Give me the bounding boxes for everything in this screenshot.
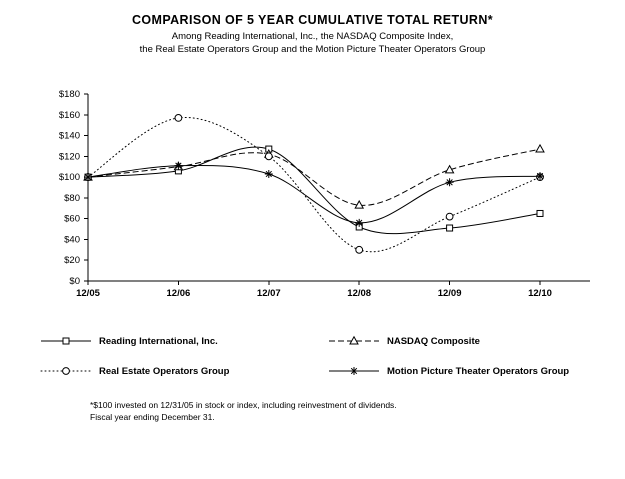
- chart-title: COMPARISON OF 5 YEAR CUMULATIVE TOTAL RE…: [131, 13, 494, 27]
- svg-text:12/06: 12/06: [167, 288, 191, 299]
- legend-item-nasdaq-composite: NASDAQ Composite: [328, 334, 480, 348]
- svg-text:$0: $0: [69, 276, 80, 287]
- svg-text:$40: $40: [64, 234, 80, 245]
- svg-text:$120: $120: [59, 151, 80, 162]
- chart-footnote-line-1: *$100 invested on 12/31/05 in stock or i…: [90, 400, 397, 410]
- svg-text:$180: $180: [59, 89, 80, 100]
- legend-swatch-dashed-triangle-icon: [329, 335, 379, 345]
- svg-text:$60: $60: [64, 214, 80, 225]
- legend-swatch-solid-square-icon: [41, 337, 91, 345]
- chart-footnote-line-2: Fiscal year ending December 31.: [90, 412, 215, 422]
- chart-subtitle-line-2: the Real Estate Operators Group and the …: [139, 44, 486, 55]
- legend-item-real-estate-operators: Real Estate Operators Group: [40, 364, 229, 378]
- svg-text:12/09: 12/09: [438, 288, 462, 299]
- legend-swatch-dotted-circle-icon: [40, 367, 92, 375]
- svg-text:$160: $160: [59, 110, 80, 121]
- legend-item-reading-international: Reading International, Inc.: [40, 334, 218, 348]
- legend-label-real-estate-operators: Real Estate Operators Group: [99, 365, 230, 377]
- svg-text:12/08: 12/08: [347, 288, 371, 299]
- chart-subtitle-line-1: Among Reading International, Inc., the N…: [171, 31, 454, 42]
- svg-text:$100: $100: [59, 172, 80, 183]
- svg-text:$80: $80: [64, 193, 80, 204]
- legend-label-motion-picture-theater-operators: Motion Picture Theater Operators Group: [387, 365, 570, 377]
- line-chart: $0 $20 $40 $60 $80 $100 $120 $140 $160 $180 12/05 1…: [59, 89, 590, 299]
- svg-text:12/10: 12/10: [528, 288, 552, 299]
- legend-label-reading-international: Reading International, Inc.: [99, 335, 218, 347]
- legend-swatch-solid-star-icon: [329, 367, 379, 375]
- legend-item-motion-picture-theater-operators: Motion Picture Theater Operators Group: [328, 364, 569, 378]
- svg-text:$140: $140: [59, 131, 80, 142]
- svg-text:12/07: 12/07: [257, 288, 281, 299]
- svg-text:12/05: 12/05: [76, 288, 100, 299]
- svg-text:$20: $20: [64, 255, 80, 266]
- legend-label-nasdaq-composite: NASDAQ Composite: [387, 335, 480, 347]
